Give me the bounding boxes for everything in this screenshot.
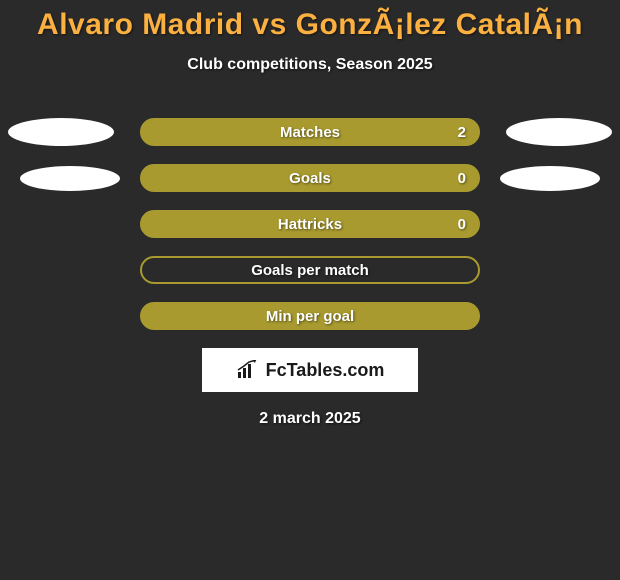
stat-label: Matches: [280, 124, 340, 141]
stat-row-min-per-goal: Min per goal: [0, 302, 620, 330]
stat-row-goals: Goals 0: [0, 164, 620, 192]
infographic-container: Alvaro Madrid vs GonzÃ¡lez CatalÃ¡n Club…: [0, 0, 620, 428]
date-text: 2 march 2025: [0, 410, 620, 428]
stat-value: 0: [458, 170, 466, 187]
chart-icon: [236, 360, 260, 380]
stat-label: Hattricks: [278, 216, 342, 233]
stat-bar: Goals 0: [140, 164, 480, 192]
stat-value: 0: [458, 216, 466, 233]
stat-bar: Min per goal: [140, 302, 480, 330]
logo-text: FcTables.com: [266, 360, 385, 381]
stat-row-hattricks: Hattricks 0: [0, 210, 620, 238]
page-title: Alvaro Madrid vs GonzÃ¡lez CatalÃ¡n: [0, 8, 620, 42]
stat-bar: Goals per match: [140, 256, 480, 284]
stat-label: Min per goal: [266, 308, 354, 325]
stat-label: Goals: [289, 170, 331, 187]
subtitle: Club competitions, Season 2025: [0, 56, 620, 74]
stat-bar: Matches 2: [140, 118, 480, 146]
right-ellipse: [506, 118, 612, 146]
stat-rows: Matches 2 Goals 0 Hattricks 0 Goals per …: [0, 118, 620, 330]
left-ellipse: [8, 118, 114, 146]
stat-label: Goals per match: [251, 262, 369, 279]
logo-box: FcTables.com: [202, 348, 418, 392]
stat-value: 2: [458, 124, 466, 141]
stat-row-matches: Matches 2: [0, 118, 620, 146]
stat-bar: Hattricks 0: [140, 210, 480, 238]
left-ellipse: [20, 166, 120, 191]
right-ellipse: [500, 166, 600, 191]
stat-row-goals-per-match: Goals per match: [0, 256, 620, 284]
